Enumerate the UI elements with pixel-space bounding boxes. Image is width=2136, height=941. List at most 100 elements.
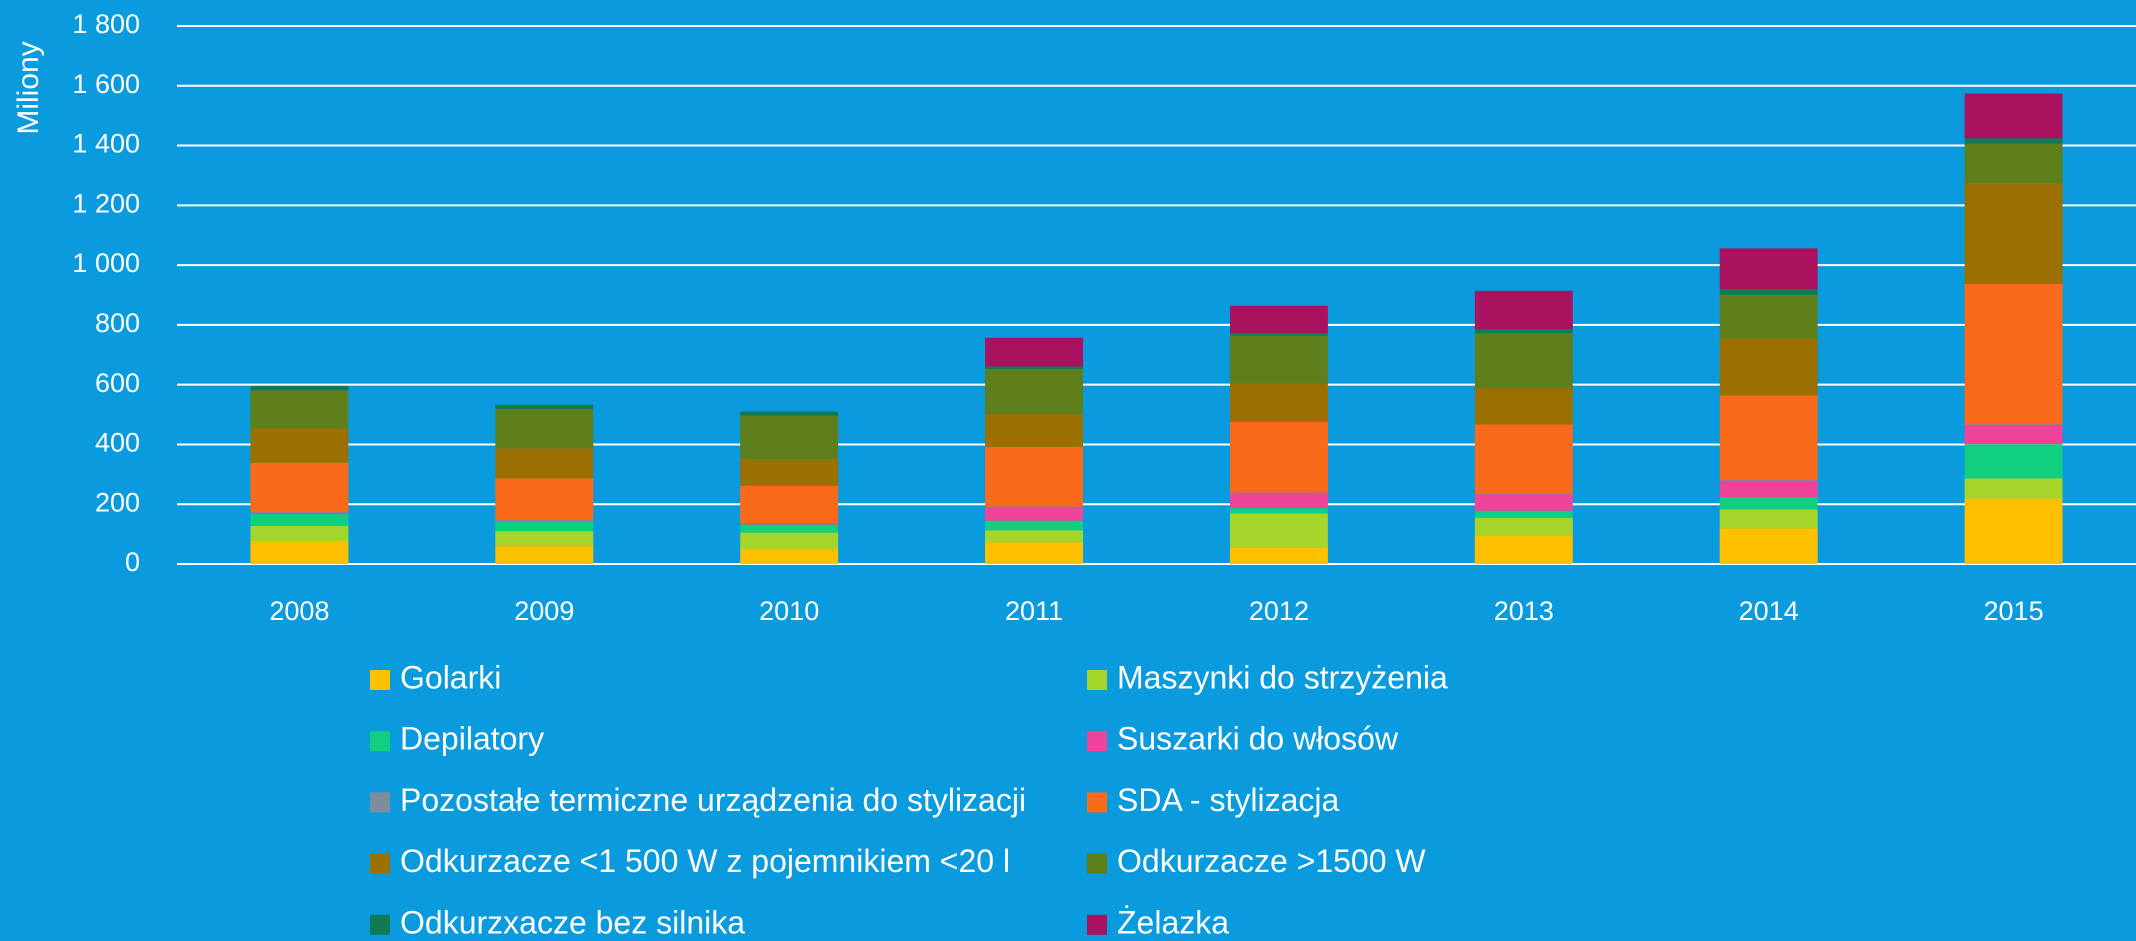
bar-segment	[1719, 248, 1818, 290]
bar-segment	[740, 485, 839, 524]
legend-label: Odkurzxacze bez silnika	[400, 904, 745, 940]
legend-swatch	[1087, 853, 1107, 874]
bar-segment	[985, 530, 1084, 543]
y-axis-title: Miliony	[12, 41, 45, 134]
bar-segment	[1229, 305, 1328, 333]
legend-label: Maszynki do strzyżenia	[1117, 659, 1448, 695]
bar-segment	[1964, 283, 2063, 425]
legend-label: Pozostałe termiczne urządzenia do styliz…	[400, 782, 1026, 818]
bar-segment	[740, 524, 839, 533]
bar-segment	[985, 507, 1084, 521]
bar-segment	[495, 521, 594, 532]
bar-segment	[1229, 335, 1328, 384]
bar-segment	[1229, 492, 1328, 494]
bar-segment	[1719, 528, 1818, 564]
bar-segment	[1719, 289, 1818, 295]
bar-segment	[250, 428, 349, 463]
y-tick-label: 800	[95, 308, 140, 338]
bar-segment	[985, 446, 1084, 507]
x-tick-label: 2010	[759, 596, 819, 626]
bar-segment	[985, 506, 1084, 508]
y-tick-label: 400	[95, 428, 140, 458]
bar-segment	[740, 532, 839, 550]
x-tick-label: 2009	[514, 596, 574, 626]
bar-segment	[495, 546, 594, 564]
bar-segment	[985, 413, 1084, 447]
bar-segment	[250, 526, 349, 541]
bar-segment	[1474, 493, 1573, 495]
y-tick-label: 600	[95, 368, 140, 398]
x-tick-label: 2011	[1005, 596, 1063, 626]
bar-segment	[1474, 424, 1573, 494]
bar-segment	[985, 520, 1084, 531]
legend-label: Golarki	[400, 659, 501, 695]
legend-swatch	[370, 853, 390, 874]
bar-segment	[495, 478, 594, 521]
bar-segment	[250, 514, 349, 527]
bar-segment	[1474, 290, 1573, 330]
bar-segment	[495, 404, 594, 409]
bar-segment	[1719, 395, 1818, 481]
legend-swatch	[370, 914, 390, 935]
bar-segment	[495, 448, 594, 479]
bar-segment	[250, 390, 349, 429]
bar-segment	[1474, 535, 1573, 564]
legend-label: Odkurzacze >1500 W	[1117, 843, 1426, 879]
bar-segment	[1964, 93, 2063, 139]
legend-swatch	[1087, 731, 1107, 752]
bar-segment	[1964, 425, 2063, 445]
bar-segment	[1229, 493, 1328, 509]
bar-segment	[1474, 517, 1573, 536]
bar-segment	[495, 520, 594, 521]
bar-segment	[1719, 509, 1818, 529]
bar-segment	[985, 369, 1084, 414]
bar-segment	[1964, 478, 2063, 499]
y-tick-label: 200	[95, 487, 140, 517]
bar-segment	[1964, 143, 2063, 184]
legend-swatch	[1087, 792, 1107, 813]
legend-swatch	[370, 792, 390, 813]
bar-segment	[740, 549, 839, 564]
legend-label: Depilatory	[400, 721, 544, 757]
bar-segment	[250, 511, 349, 513]
y-tick-label: 1 600	[72, 69, 140, 99]
bar-segment	[1229, 508, 1328, 514]
bar-segment	[1964, 183, 2063, 284]
bar-segment	[740, 523, 839, 525]
bar-segment	[740, 458, 839, 486]
legend-label: SDA - stylizacja	[1117, 782, 1339, 818]
bar-segment	[250, 512, 349, 515]
bar-segment	[1229, 332, 1328, 336]
bar-segment	[250, 462, 349, 512]
legend-swatch	[1087, 670, 1107, 690]
x-tick-label: 2012	[1249, 596, 1309, 626]
x-tick-label: 2014	[1739, 596, 1799, 626]
bar-segment	[1719, 497, 1818, 510]
bar-segment	[1229, 547, 1328, 564]
bar-segment	[495, 531, 594, 547]
bar-segment	[1474, 329, 1573, 334]
legend-swatch	[370, 731, 390, 752]
y-tick-label: 0	[125, 547, 140, 577]
y-tick-label: 1 400	[72, 129, 140, 159]
legend-swatch	[1087, 914, 1107, 935]
bar-segment	[1964, 444, 2063, 479]
legend-swatch	[370, 670, 390, 690]
bar-segment	[1474, 494, 1573, 511]
bar-segment	[1474, 387, 1573, 425]
legend-label: Suszarki do włosów	[1117, 721, 1399, 757]
bar-segment	[1719, 480, 1818, 481]
bar-segment	[250, 540, 349, 564]
bar-segment	[250, 386, 349, 391]
bar-segment	[985, 337, 1084, 367]
bar-segment	[740, 415, 839, 459]
bar-segment	[1719, 480, 1818, 498]
bar-segment	[1964, 424, 2063, 426]
x-tick-label: 2008	[269, 596, 329, 626]
x-tick-label: 2013	[1494, 596, 1554, 626]
bar-segment	[1474, 333, 1573, 388]
y-tick-label: 1 200	[72, 188, 140, 218]
bar-segment	[1229, 513, 1328, 548]
